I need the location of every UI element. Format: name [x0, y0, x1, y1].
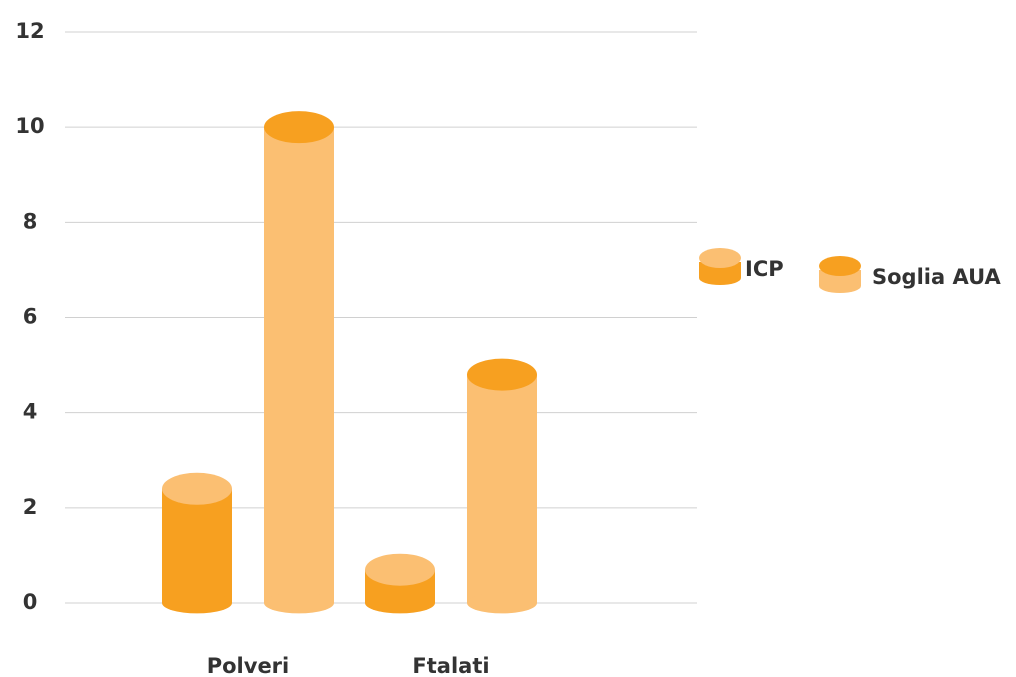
y-tick-label: 4 — [23, 400, 38, 424]
x-tick-label: Ftalati — [412, 654, 489, 677]
y-tick-label: 10 — [15, 114, 44, 138]
bar-body — [162, 488, 232, 603]
bar-top — [365, 553, 435, 586]
legend-swatch — [819, 256, 861, 276]
y-tick-label: 12 — [15, 19, 44, 43]
bar-base — [162, 592, 232, 614]
bar-body — [467, 374, 537, 603]
y-tick-label: 0 — [23, 590, 38, 614]
bar-top — [264, 111, 334, 144]
y-tick-label: 8 — [23, 209, 38, 233]
bar-top — [467, 358, 537, 391]
bar-top — [162, 472, 232, 505]
legend-swatch — [819, 279, 861, 293]
legend-label: Soglia AUA — [872, 265, 1001, 289]
legend-swatch — [699, 271, 741, 285]
legend-label: ICP — [745, 257, 784, 281]
bar-base — [365, 592, 435, 614]
y-tick-label: 2 — [23, 495, 38, 519]
bar-base — [264, 592, 334, 614]
y-tick-label: 6 — [23, 305, 38, 329]
bar-body — [264, 127, 334, 604]
x-tick-label: Polveri — [207, 654, 290, 677]
bar-base — [467, 592, 537, 614]
legend-swatch — [699, 248, 741, 268]
